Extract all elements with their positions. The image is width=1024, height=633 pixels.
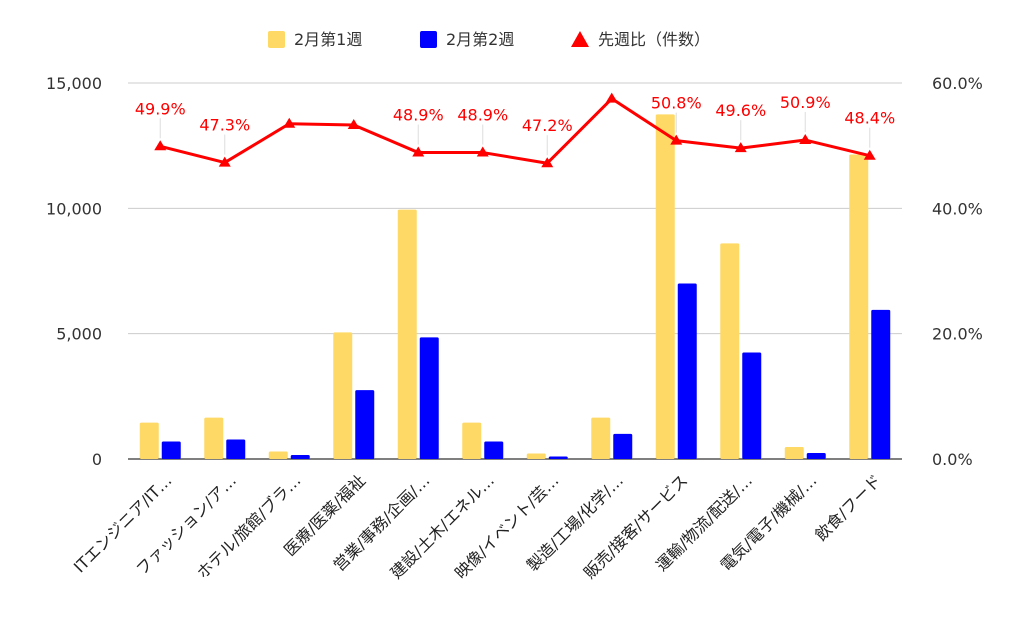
- bar-week2: [161, 441, 181, 459]
- gridlines: [128, 82, 902, 460]
- right-tick-label: 20.0%: [932, 325, 983, 344]
- left-tick-label: 10,000: [46, 199, 102, 218]
- right-tick-label: 60.0%: [932, 74, 983, 93]
- ratio-point-marker: [154, 140, 167, 151]
- bar-week2: [677, 283, 697, 459]
- right-tick-label: 0.0%: [932, 450, 973, 469]
- ratio-point-marker: [476, 146, 489, 157]
- bar-week1: [784, 446, 804, 459]
- bar-week1: [333, 332, 353, 459]
- bar-week1: [268, 451, 288, 459]
- bar-week2: [742, 352, 762, 459]
- bar-week2: [871, 309, 891, 459]
- bar-week1: [397, 209, 417, 459]
- legend-swatch: [420, 31, 437, 48]
- right-tick-label: 40.0%: [932, 199, 983, 218]
- bar-week1: [204, 417, 224, 459]
- ratio-data-label: 47.2%: [522, 116, 573, 135]
- ratio-data-label: 48.4%: [844, 109, 895, 128]
- ratio-point-marker: [670, 134, 683, 145]
- ratio-point-marker: [283, 117, 296, 128]
- ratio-data-label: 49.9%: [135, 99, 186, 118]
- legend-label: 2月第1週: [294, 30, 362, 49]
- bar-week1: [655, 114, 675, 459]
- ratio-data-label: 49.6%: [715, 101, 766, 120]
- ratio-data-label: 48.9%: [457, 106, 508, 125]
- bar-week2: [290, 454, 310, 459]
- bar-week1: [526, 453, 546, 459]
- bar-week1: [849, 154, 869, 459]
- category-labels: ITエンジニア/IT…ファッション/ア…ホテル/旅館/ブラ…医療/医薬/福祉営業…: [70, 471, 885, 583]
- bar-week2: [484, 441, 504, 459]
- bar-week2: [613, 433, 633, 459]
- ratio-data-label: 50.8%: [651, 94, 702, 113]
- ratio-point-marker: [799, 134, 812, 145]
- bars: [139, 114, 891, 459]
- legend-item: 先週比（件数）: [571, 30, 710, 49]
- category-label: 飲食/フード: [811, 471, 885, 545]
- ratio-point-marker: [218, 156, 231, 167]
- legend-label: 先週比（件数）: [598, 30, 710, 49]
- ratio-point-marker: [605, 92, 618, 103]
- legend-item: 2月第1週: [268, 30, 362, 49]
- legend: 2月第1週 2月第2週 先週比（件数）: [268, 30, 710, 49]
- legend-marker: [571, 31, 589, 47]
- ratio-point-marker: [541, 157, 554, 168]
- bar-week1: [139, 422, 159, 459]
- ratio-point-marker: [863, 149, 876, 160]
- right-axis: 0.0% 20.0% 40.0% 60.0%: [932, 74, 983, 469]
- legend-item: 2月第2週: [420, 30, 514, 49]
- ratio-data-label: 47.3%: [199, 116, 250, 135]
- ratio-data-label: 50.9%: [780, 93, 831, 112]
- ratio-point-marker: [734, 142, 747, 153]
- ratio-point-marker: [412, 146, 425, 157]
- bar-week2: [806, 452, 826, 459]
- ratio-data-label: 48.9%: [393, 106, 444, 125]
- bar-week2: [548, 456, 568, 459]
- left-tick-label: 0: [92, 450, 102, 469]
- left-axis: 0 5,000 10,000 15,000: [46, 74, 102, 469]
- bar-week1: [591, 417, 611, 459]
- bar-week2: [355, 390, 375, 459]
- ratio-line-series: 49.9% 47.3% 48.9% 48.9% 47.2% 50.8% 49.6% 50.9%…: [135, 92, 895, 168]
- bar-week1: [720, 243, 740, 459]
- left-tick-label: 5,000: [56, 325, 102, 344]
- legend-label: 2月第2週: [446, 30, 514, 49]
- ratio-line: [159, 97, 871, 165]
- bar-week2: [226, 439, 246, 459]
- bar-week2: [419, 337, 439, 459]
- left-tick-label: 15,000: [46, 74, 102, 93]
- ratio-point-marker: [347, 118, 360, 129]
- bar-week1: [462, 422, 482, 459]
- legend-swatch: [268, 31, 285, 48]
